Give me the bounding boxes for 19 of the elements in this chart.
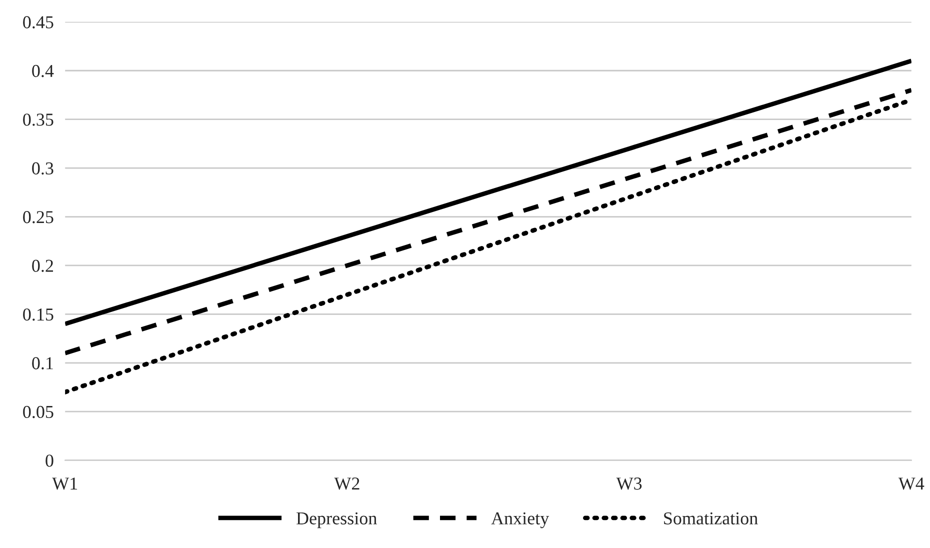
x-tick-label: W3 (616, 478, 642, 490)
y-tick-label: 0.4 (32, 64, 54, 78)
legend-label: Somatization (664, 512, 758, 524)
legend-label: Anxiety (491, 512, 550, 528)
y-tick-label: 0.3 (32, 162, 54, 175)
line-series (65, 58, 912, 326)
x-tick-label: W4 (898, 478, 924, 490)
x-tick-label: W1 (52, 478, 78, 490)
y-tick-label: 0.1 (32, 357, 53, 370)
x-tick-label: W2 (334, 478, 360, 490)
y-tick-label: 0.2 (32, 260, 53, 272)
y-tick-label: 0.25 (23, 211, 54, 224)
legend-label: Depression (296, 512, 377, 528)
y-tick-label: 0.05 (23, 406, 54, 418)
y-tick-label: 0 (46, 454, 54, 467)
y-tick-label: 0.45 (23, 16, 54, 28)
y-tick-label: 0.15 (23, 308, 54, 321)
line-series (65, 88, 912, 356)
y-tick-label: 0.35 (23, 114, 54, 126)
